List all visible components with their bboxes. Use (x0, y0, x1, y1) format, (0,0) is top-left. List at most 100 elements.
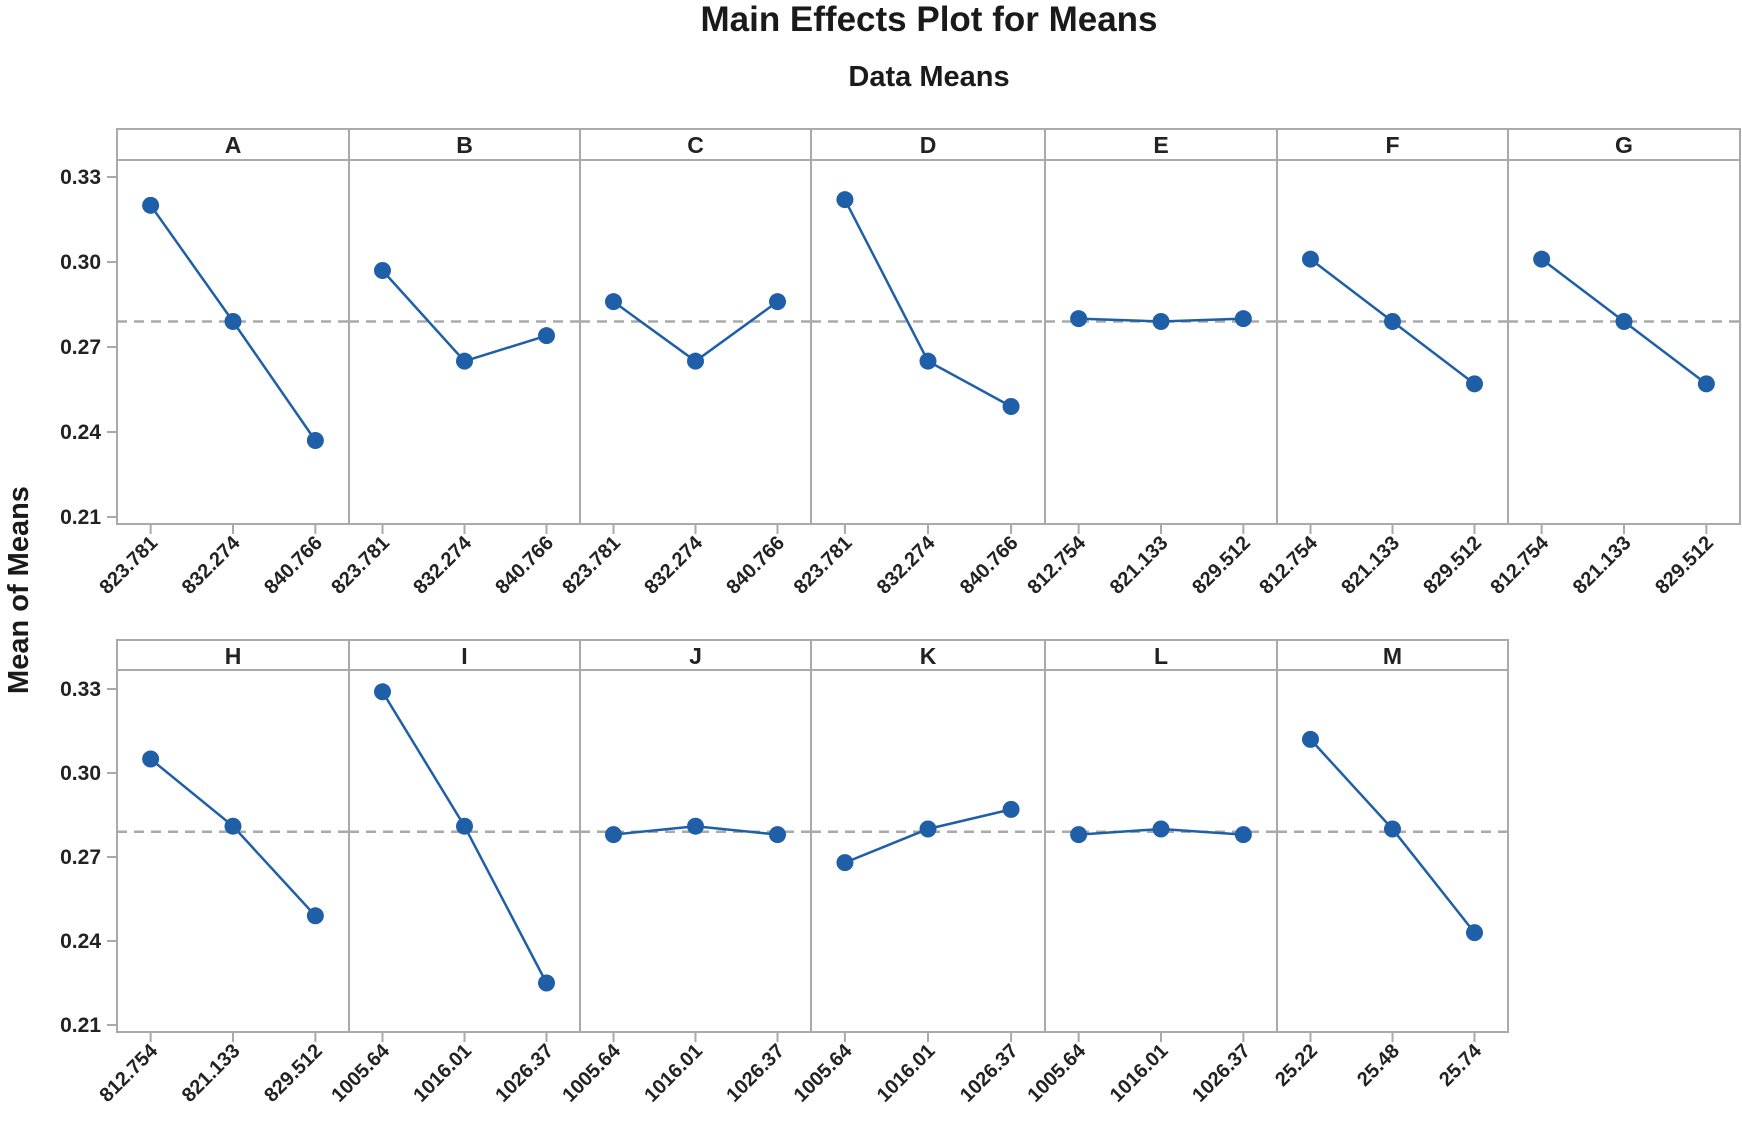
x-tick-label: 832.274 (640, 531, 707, 598)
series-line-b (381, 269, 547, 363)
x-tick-label: 25.22 (1271, 1040, 1322, 1091)
data-point (456, 352, 473, 370)
x-tick-label: 832.274 (873, 531, 940, 598)
x-tick-label: 1026.37 (722, 1040, 789, 1107)
x-tick-label: 840.766 (722, 532, 789, 599)
x-tick-label: 823.781 (327, 532, 394, 599)
chart-title: Main Effects Plot for Means (700, 0, 1157, 39)
panel-label-k: K (920, 643, 937, 669)
x-tick-label: 840.766 (260, 532, 327, 599)
x-tick-label: 25.48 (1353, 1040, 1404, 1091)
data-point (456, 817, 473, 835)
x-tick-label: 821.133 (1569, 532, 1636, 599)
data-point (1301, 250, 1319, 268)
series-line-i (381, 691, 548, 984)
data-point (306, 432, 324, 449)
panel-label-d: D (920, 132, 937, 158)
x-tick-label: 821.133 (1106, 532, 1173, 599)
panel-label-j: J (689, 643, 702, 669)
data-point (1697, 375, 1715, 393)
panel-frame (579, 128, 812, 525)
data-point (224, 313, 242, 330)
data-point (224, 817, 242, 835)
data-point (538, 327, 556, 345)
data-point (1070, 826, 1088, 844)
data-point (1384, 313, 1401, 330)
data-point (919, 820, 937, 838)
y-tick-label: 0.30 (60, 762, 101, 785)
x-tick-label: 25.74 (1435, 1039, 1487, 1091)
panel-label-e: E (1153, 132, 1168, 158)
data-point (687, 352, 704, 370)
x-tick-label: 1016.01 (1106, 1040, 1173, 1107)
x-tick-label: 1016.01 (640, 1040, 707, 1107)
data-point (1466, 375, 1484, 393)
x-tick-label: 821.133 (178, 1040, 245, 1107)
series-line-h (149, 758, 317, 917)
data-point (1152, 313, 1170, 330)
x-tick-label: 821.133 (1337, 532, 1404, 599)
y-tick-label: 0.21 (60, 1014, 101, 1037)
y-tick-label: 0.27 (60, 336, 101, 359)
y-tick-label: 0.33 (60, 166, 101, 189)
data-point (1615, 313, 1633, 330)
panel-label-m: M (1383, 643, 1402, 669)
data-point (373, 683, 391, 701)
panel-label-a: A (225, 132, 242, 158)
panel-label-c: C (687, 132, 704, 158)
panel-label-b: B (456, 132, 473, 158)
panel-label-g: G (1615, 132, 1633, 158)
y-axis-label: Mean of Means (3, 486, 35, 694)
panel-label-h: H (225, 643, 242, 669)
x-tick-label: 829.512 (1419, 532, 1486, 599)
x-tick-label: 812.754 (1023, 531, 1090, 598)
panel-label-f: F (1385, 132, 1399, 158)
data-point (1384, 820, 1401, 838)
data-point (1234, 310, 1252, 328)
data-point (836, 191, 854, 209)
data-point (836, 854, 854, 872)
data-point (1533, 250, 1551, 268)
y-tick-label: 0.27 (60, 846, 101, 869)
panel-frame (116, 639, 350, 1033)
data-point (142, 196, 160, 214)
chart-subtitle: Data Means (848, 61, 1009, 93)
x-tick-label: 1016.01 (873, 1040, 940, 1107)
data-point (306, 907, 324, 925)
data-point (142, 750, 160, 768)
x-tick-label: 1026.37 (1188, 1040, 1255, 1107)
panel-label-i: I (461, 643, 467, 669)
x-tick-label: 840.766 (491, 532, 558, 599)
x-tick-label: 1005.64 (327, 1039, 394, 1106)
x-tick-label: 823.781 (790, 532, 857, 599)
series-line-d (843, 199, 1012, 408)
x-tick-label: 1005.64 (1023, 1039, 1090, 1106)
data-point (604, 293, 622, 311)
x-tick-label: 823.781 (558, 532, 625, 599)
x-tick-label: 823.781 (95, 532, 162, 599)
y-tick-label: 0.30 (60, 251, 101, 274)
data-point (687, 817, 704, 835)
x-tick-label: 1005.64 (790, 1039, 857, 1106)
x-tick-label: 1016.01 (409, 1040, 476, 1107)
data-point (1002, 398, 1020, 415)
data-point (1466, 924, 1484, 942)
x-tick-label: 1005.64 (558, 1039, 625, 1106)
y-tick-label: 0.33 (60, 678, 101, 701)
x-tick-label: 812.754 (1486, 531, 1553, 598)
x-tick-label: 812.754 (1255, 531, 1322, 598)
data-point (538, 974, 556, 992)
x-tick-label: 829.512 (1188, 532, 1255, 599)
data-point (1301, 730, 1319, 748)
panel-label-l: L (1154, 643, 1168, 669)
x-tick-label: 829.512 (1651, 532, 1718, 599)
panels-group: 0.21 0.24 0.27 0.30 0.33 0.21 0.24 0.27 0.30 0.33… (60, 128, 1741, 1107)
data-point (1152, 820, 1170, 838)
data-point (604, 826, 622, 844)
x-tick-label: 812.754 (95, 1039, 162, 1106)
y-tick-label: 0.24 (60, 930, 101, 953)
x-tick-label: 829.512 (260, 1040, 327, 1107)
y-tick-label: 0.24 (60, 421, 101, 444)
x-tick-label: 832.274 (178, 531, 245, 598)
